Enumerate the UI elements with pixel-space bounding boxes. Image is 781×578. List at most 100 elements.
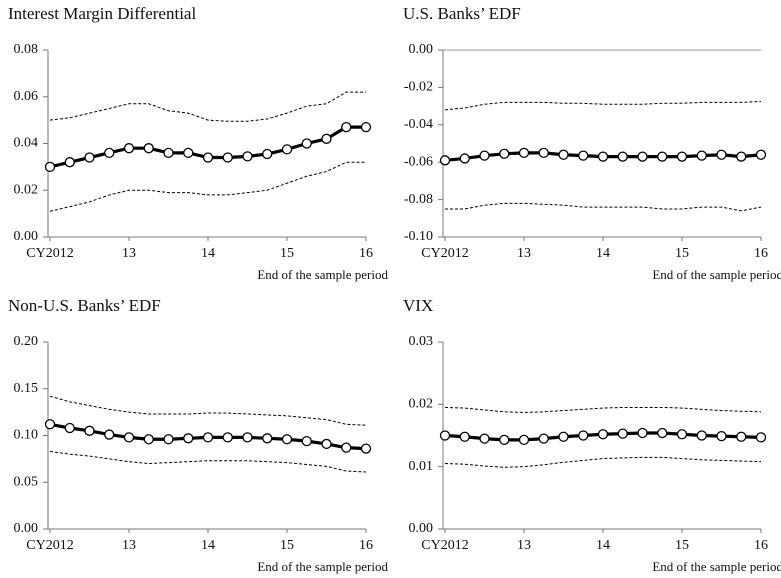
point [676,151,688,162]
x-tick-label: 16 [754,538,768,553]
point [84,425,95,436]
point [44,419,56,430]
point [439,430,451,441]
panel-title: Non-U.S. Banks’ EDF [8,296,161,315]
point [341,442,352,453]
y-tick-label: 0.10 [14,428,39,443]
point [84,152,95,163]
point [657,427,668,439]
point [538,147,549,159]
point [736,431,747,442]
x-axis-label: End of the sample period [652,559,781,574]
band-line [49,395,367,426]
y-tick-label: -0.02 [404,80,433,95]
y-tick-label: 0.00 [14,229,39,244]
point [281,144,293,155]
y-tick-label: 0.05 [14,474,39,489]
point [143,143,154,154]
panel-title: U.S. Banks’ EDF [403,4,521,23]
point [617,428,628,439]
x-tick-label: 13 [122,538,136,553]
y-tick-label: 0.02 [409,397,434,412]
point [459,431,470,442]
point [123,143,135,154]
point [301,138,312,149]
point [637,427,648,439]
y-tick-label: 0.06 [14,89,39,104]
point [183,433,194,444]
point [459,153,470,164]
y-tick-label: 0.08 [14,42,39,57]
point [242,151,253,162]
point [538,433,549,444]
point [439,155,451,166]
x-tick-label: 14 [596,246,610,261]
y-tick-label: -0.04 [404,117,433,132]
x-tick-label: CY2012 [26,538,73,553]
x-tick-label: 15 [675,538,689,553]
point [360,443,372,454]
point [163,434,174,445]
point [262,433,273,444]
point [617,151,628,162]
point [143,434,154,445]
point [499,434,510,446]
point [163,147,174,159]
point [104,429,115,440]
point [262,148,273,160]
y-tick-label: 0.01 [409,459,434,474]
x-tick-label: CY2012 [421,538,468,553]
point [518,147,530,159]
point [64,422,75,434]
x-tick-label: 13 [517,538,531,553]
y-tick-label: 0.03 [409,334,434,349]
point [202,432,214,443]
point [222,152,233,163]
x-tick-label: 16 [359,246,373,261]
panel-title: Interest Margin Differential [8,4,196,23]
point [558,149,569,160]
point [637,151,648,162]
point [321,133,332,144]
y-tick-label: -0.08 [404,192,433,207]
x-tick-label: CY2012 [26,246,73,261]
x-axis-label: End of the sample period [652,267,781,282]
point [696,430,707,441]
x-tick-label: 13 [122,246,136,261]
point [64,157,75,168]
point [222,432,233,443]
point [597,151,609,162]
point [676,429,688,440]
point [578,150,589,161]
point [499,148,510,159]
x-tick-label: 15 [280,246,294,261]
point [518,434,530,446]
point [104,147,115,159]
point [123,432,135,443]
y-tick-label: 0.20 [14,334,39,349]
y-tick-label: 0.00 [409,521,434,536]
point [360,121,372,133]
band-line [49,161,366,212]
point [321,438,332,450]
point [341,121,352,133]
point [479,150,490,161]
y-tick-label: 0.02 [14,182,39,197]
point [736,151,747,162]
point [202,152,214,163]
point [301,435,312,447]
x-tick-label: 14 [201,246,215,261]
y-tick-label: -0.10 [404,229,433,244]
x-tick-label: 16 [359,538,373,553]
y-tick-label: 0.04 [14,136,39,151]
band-line [49,91,366,122]
point [44,161,56,173]
y-tick-label: 0.00 [409,42,434,57]
band-line [49,450,367,473]
point [597,429,609,440]
x-tick-label: CY2012 [421,246,468,261]
point [242,432,253,443]
y-tick-label: 0.15 [14,381,39,396]
point [716,430,727,442]
